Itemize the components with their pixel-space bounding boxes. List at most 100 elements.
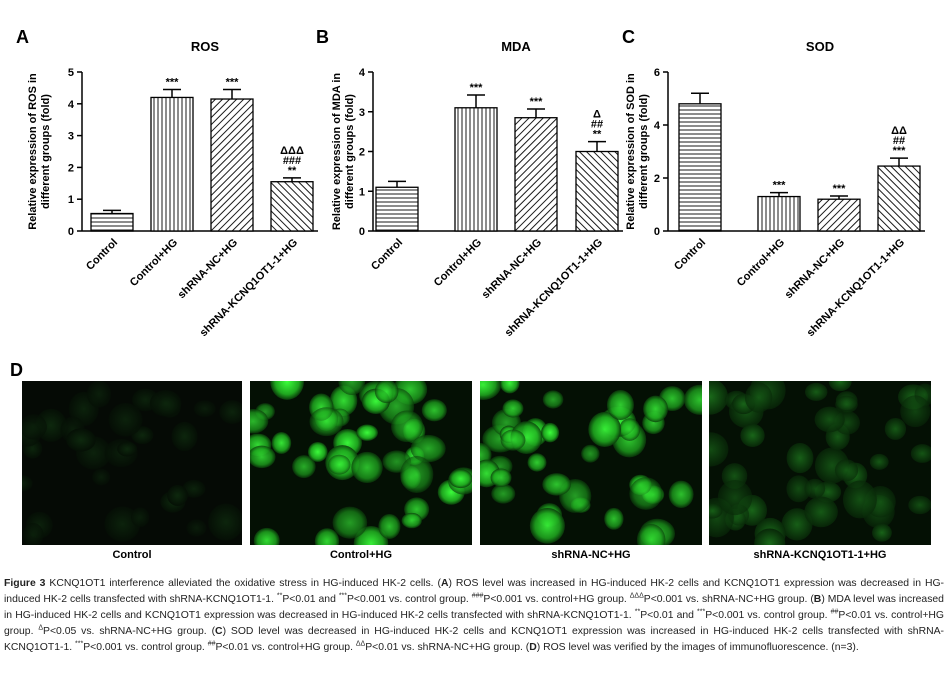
caption-text: *** — [75, 640, 84, 648]
caption-text: Δ — [38, 624, 44, 632]
cell — [804, 496, 838, 528]
cell — [744, 382, 773, 413]
cell — [781, 508, 813, 541]
cell — [636, 524, 666, 545]
y-axis-label: Relative expression of MDA in — [331, 73, 343, 231]
cell — [499, 381, 520, 394]
caption-text: P<0.001 vs. control group. — [83, 641, 208, 653]
cell — [668, 480, 694, 508]
x-tick-label: Control — [369, 237, 405, 273]
cell — [908, 495, 931, 515]
cell — [219, 400, 242, 424]
y-tick-label: 5 — [68, 67, 74, 79]
bar — [375, 186, 419, 232]
y-tick-label: 4 — [68, 99, 75, 111]
cell — [374, 381, 399, 404]
cell — [171, 421, 198, 452]
significance-label: ΔΔ — [891, 125, 907, 137]
caption-text: ΔΔΔ — [629, 592, 644, 600]
chart-title: ROS — [191, 39, 220, 54]
cell — [292, 455, 316, 479]
x-tick-label: shRNA-KCNQ1OT1-1+HG — [198, 237, 300, 339]
bar — [877, 165, 921, 232]
x-tick-label: shRNA-NC+HG — [176, 237, 240, 301]
caption-text: P<0.01 vs. control+HG group. — [4, 609, 944, 637]
cell — [351, 451, 383, 484]
caption-text: ** — [634, 608, 641, 616]
significance-label: *** — [773, 180, 787, 192]
cell — [250, 445, 276, 469]
bar — [210, 98, 254, 232]
caption-text: B — [813, 593, 822, 605]
cell — [149, 390, 182, 417]
cell — [332, 506, 368, 539]
significance-label: ### — [283, 155, 301, 167]
cell — [391, 410, 424, 443]
x-tick-label: shRNA-NC+HG — [783, 237, 847, 301]
y-tick-label: 6 — [654, 67, 660, 79]
cell — [208, 503, 242, 541]
cell — [22, 475, 33, 492]
y-axis-label: Relative expression of SOD in — [625, 73, 637, 230]
cell — [872, 523, 892, 542]
y-tick-label: 1 — [68, 194, 74, 206]
cell — [717, 479, 753, 516]
cell — [804, 478, 826, 499]
caption-text: ) ROS level was verified by the images o… — [536, 641, 859, 653]
y-tick-label: 0 — [359, 226, 365, 238]
caption-text: D — [529, 641, 537, 653]
cell — [842, 480, 877, 519]
significance-label: ## — [591, 119, 603, 131]
significance-label: *** — [166, 76, 180, 88]
cell — [309, 407, 344, 437]
cell — [786, 475, 811, 503]
image-label: shRNA-NC+HG — [551, 549, 630, 561]
caption-text: P<0.01 vs. shRNA-NC+HG group. ( — [365, 641, 530, 653]
micrograph: shRNA-NC+HG — [480, 381, 702, 561]
caption-text: P<0.01 vs. control+HG group. — [215, 641, 356, 653]
cells — [22, 381, 242, 545]
cell — [448, 469, 472, 489]
y-tick-label: 3 — [68, 131, 74, 143]
significance-label: ** — [288, 165, 297, 177]
x-tick-label: shRNA-KCNQ1OT1-1+HG — [805, 237, 907, 339]
cell — [581, 444, 600, 463]
significance-label: *** — [833, 183, 847, 195]
caption-text: P<0.01 and — [282, 593, 339, 605]
cell — [307, 441, 328, 462]
x-tick-label: shRNA-NC+HG — [480, 237, 544, 301]
caption-text: ) SOD level was decreased in HG-induced … — [4, 625, 944, 653]
cell — [86, 381, 112, 408]
chart-title: SOD — [806, 39, 834, 54]
cell — [643, 395, 669, 423]
significance-label: ** — [593, 129, 602, 141]
caption-text: ## — [830, 608, 839, 616]
y-axis-label: Relative expression of ROS in — [27, 73, 39, 230]
caption-text: A — [440, 578, 449, 589]
caption-text: P<0.001 vs. control group. — [705, 609, 831, 621]
cell — [117, 441, 138, 457]
bar — [757, 195, 801, 232]
caption-text: ## — [207, 640, 216, 648]
caption-text: P<0.001 vs. control+HG group. — [483, 593, 630, 605]
caption-text: ΔΔ — [355, 640, 366, 648]
x-tick-label: Control+HG — [735, 237, 787, 289]
caption-text: KCNQ1OT1 interference alleviated the oxi… — [45, 578, 441, 589]
bar — [270, 181, 314, 232]
y-tick-label: 0 — [654, 226, 660, 238]
caption-text: ) ROS level was increased in HG-induced … — [4, 578, 944, 605]
cell — [250, 408, 269, 434]
caption-text: P<0.05 vs. shRNA-NC+HG group. ( — [43, 625, 216, 637]
cell — [869, 453, 889, 470]
cell — [709, 432, 729, 467]
y-tick-label: 0 — [68, 226, 74, 238]
panel-label: C — [622, 27, 635, 47]
significance-label: ΔΔΔ — [280, 145, 304, 157]
cell — [740, 423, 765, 448]
significance-label: *** — [893, 145, 907, 157]
micrograph: Control — [22, 381, 242, 561]
cell — [542, 473, 571, 496]
cell — [619, 418, 641, 441]
